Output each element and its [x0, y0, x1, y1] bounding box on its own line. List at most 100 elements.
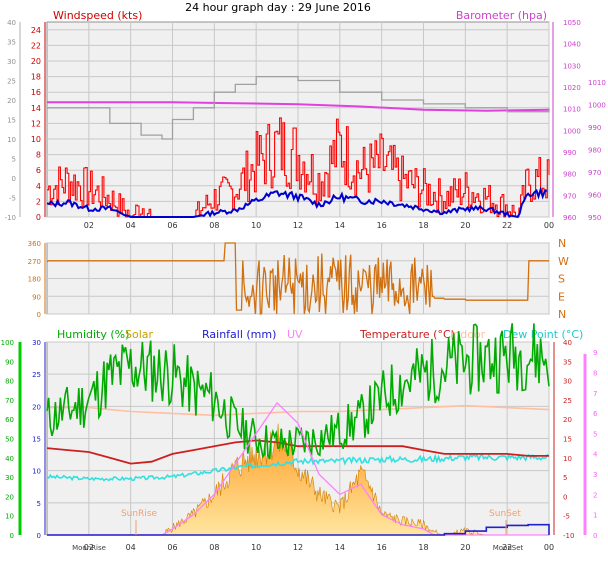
y-tick-label: 8: [36, 151, 41, 160]
y-tick-label: 50: [5, 436, 14, 444]
y-tick-label: 35: [7, 39, 16, 47]
y-tick-label: 10: [7, 136, 16, 144]
y-tick-label: -10: [563, 532, 574, 540]
y-tick-label: 950: [588, 214, 601, 222]
y-tick-label: -10: [5, 214, 16, 222]
y-tick-label: 18: [31, 73, 41, 82]
moonrise-label: MoonRise: [72, 544, 106, 552]
y-tick-label: 20: [7, 97, 16, 105]
temperature-line: [46, 439, 549, 465]
x-tick-label: 16: [377, 221, 387, 230]
y-tick-label: 25: [32, 371, 41, 379]
sunrise-label: SunRise: [121, 509, 158, 519]
y-tick-label: 5: [12, 156, 16, 164]
x-tick-label: 00: [544, 221, 554, 230]
compass-label: N: [558, 308, 566, 321]
y-tick-label: 980: [588, 147, 601, 155]
legend-rainfall: Rainfall (mm): [202, 328, 276, 341]
y-tick-label: 0: [37, 532, 41, 540]
y-tick-label: 970: [563, 192, 576, 200]
grey-step-line: [47, 75, 550, 140]
legend-uv: UV: [287, 328, 303, 341]
x-tick-label: 00: [544, 543, 554, 552]
compass-label: N: [558, 237, 566, 250]
y-tick-label: 10: [32, 468, 41, 476]
uv-line: [47, 401, 549, 536]
y-tick-label: 25: [563, 397, 572, 405]
y-tick-label: 10: [563, 455, 572, 463]
y-tick-label: 1040: [563, 41, 581, 49]
y-tick-label: 0: [593, 532, 597, 540]
y-tick-label: 1000: [563, 127, 581, 135]
x-tick-label: 08: [209, 221, 219, 230]
y-tick-label: 9: [593, 349, 597, 357]
y-tick-label: 24: [31, 26, 41, 35]
y-tick-label: 180: [28, 276, 41, 284]
y-tick-label: 30: [7, 58, 16, 66]
humidity-line: [46, 323, 550, 460]
y-tick-label: 16: [31, 88, 41, 97]
graph-title: 24 hour graph day : 29 June 2016: [185, 1, 371, 14]
y-tick-label: 980: [563, 171, 576, 179]
y-tick-label: -5: [563, 513, 570, 521]
y-tick-label: 1030: [563, 62, 581, 70]
y-tick-label: 5: [37, 500, 41, 508]
y-tick-label: 14: [31, 104, 41, 113]
x-tick-label: 02: [84, 543, 94, 552]
y-tick-label: 90: [5, 358, 14, 366]
y-tick-label: 100: [1, 339, 14, 347]
y-tick-label: 60: [5, 416, 14, 424]
y-tick-label: 30: [32, 339, 41, 347]
sunset-label: SunSet: [489, 509, 521, 519]
x-tick-label: 22: [502, 543, 512, 552]
wind-direction-line: [46, 242, 549, 315]
y-tick-label: 1: [593, 512, 597, 520]
y-tick-label: 0: [37, 311, 41, 319]
x-tick-label: 10: [251, 543, 261, 552]
y-tick-label: -5: [9, 195, 16, 203]
y-tick-label: 0: [12, 175, 16, 183]
y-tick-label: 30: [5, 474, 14, 482]
y-tick-label: 960: [563, 214, 576, 222]
y-tick-label: 1000: [588, 102, 606, 110]
dewpoint-line: [46, 452, 550, 482]
y-tick-label: 40: [7, 19, 16, 27]
y-tick-label: 5: [563, 474, 567, 482]
legend-indoor: Indoor: [450, 328, 486, 341]
y-tick-label: 80: [5, 378, 14, 386]
x-tick-label: 08: [209, 543, 219, 552]
x-tick-label: 06: [167, 543, 177, 552]
y-tick-label: 90: [32, 293, 41, 301]
y-tick-label: 40: [5, 455, 14, 463]
y-tick-label: 960: [588, 192, 601, 200]
barometer-label: Barometer (hpa): [456, 9, 547, 22]
y-tick-label: 2: [593, 491, 597, 499]
legend-dewpoint: Dew Point (°C): [503, 328, 583, 341]
blue-average-line: [46, 186, 548, 219]
y-tick-label: 8: [593, 369, 597, 377]
y-tick-label: 20: [563, 416, 572, 424]
barometer-line: [47, 101, 550, 112]
legend-humidity: Humidity (%): [57, 328, 129, 341]
red-windspeed-line: [47, 117, 550, 218]
y-tick-label: 4: [593, 451, 598, 459]
x-tick-label: 12: [293, 221, 303, 230]
y-tick-label: 0: [563, 493, 567, 501]
y-tick-label: 0: [36, 213, 41, 222]
y-tick-label: 40: [563, 339, 572, 347]
indoor-line: [47, 404, 550, 417]
x-tick-label: 04: [126, 221, 136, 230]
legend-temperature: Temperature (°C): [359, 328, 455, 341]
y-tick-label: 7: [593, 390, 597, 398]
y-tick-label: 20: [32, 403, 41, 411]
windspeed-label: Windspeed (kts): [53, 9, 142, 22]
x-tick-label: 22: [502, 221, 512, 230]
x-tick-label: 16: [377, 543, 387, 552]
y-tick-label: 970: [588, 169, 601, 177]
y-tick-label: 0: [10, 532, 14, 540]
y-tick-label: 990: [563, 149, 576, 157]
y-tick-label: 990: [588, 124, 601, 132]
y-tick-label: 270: [28, 258, 41, 266]
y-tick-label: 15: [32, 436, 41, 444]
